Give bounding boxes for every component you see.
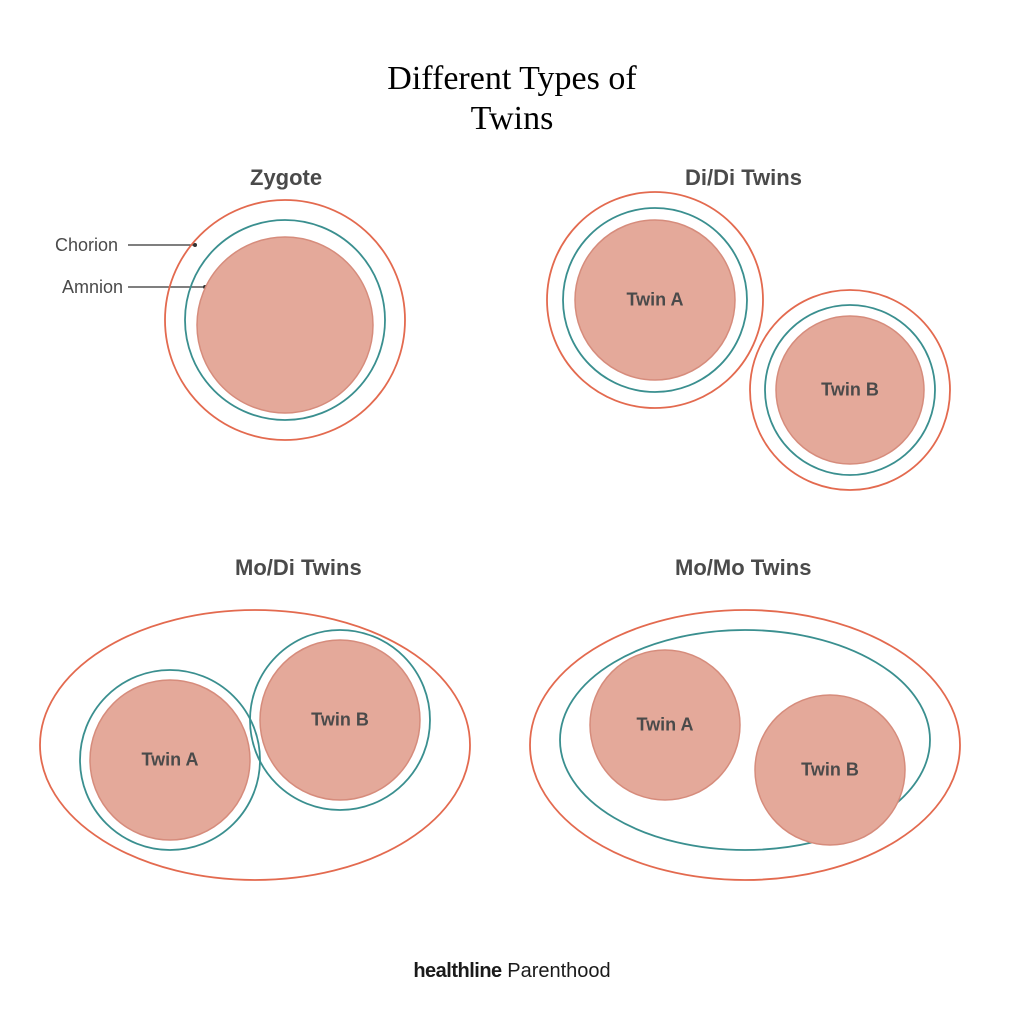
zygote-embryo: [197, 237, 373, 413]
modi-a-label: Twin A: [142, 750, 199, 771]
momo-a-label: Twin A: [637, 715, 694, 736]
footer-brand: healthline: [413, 960, 501, 982]
diagram-svg: [0, 0, 1024, 1024]
didi-a-label: Twin A: [627, 290, 684, 311]
footer: healthline Parenthood: [0, 960, 1024, 983]
didi-b-label: Twin B: [821, 380, 879, 401]
modi-b-label: Twin B: [311, 710, 369, 731]
footer-sub: Parenthood: [502, 960, 611, 982]
momo-b-label: Twin B: [801, 760, 859, 781]
